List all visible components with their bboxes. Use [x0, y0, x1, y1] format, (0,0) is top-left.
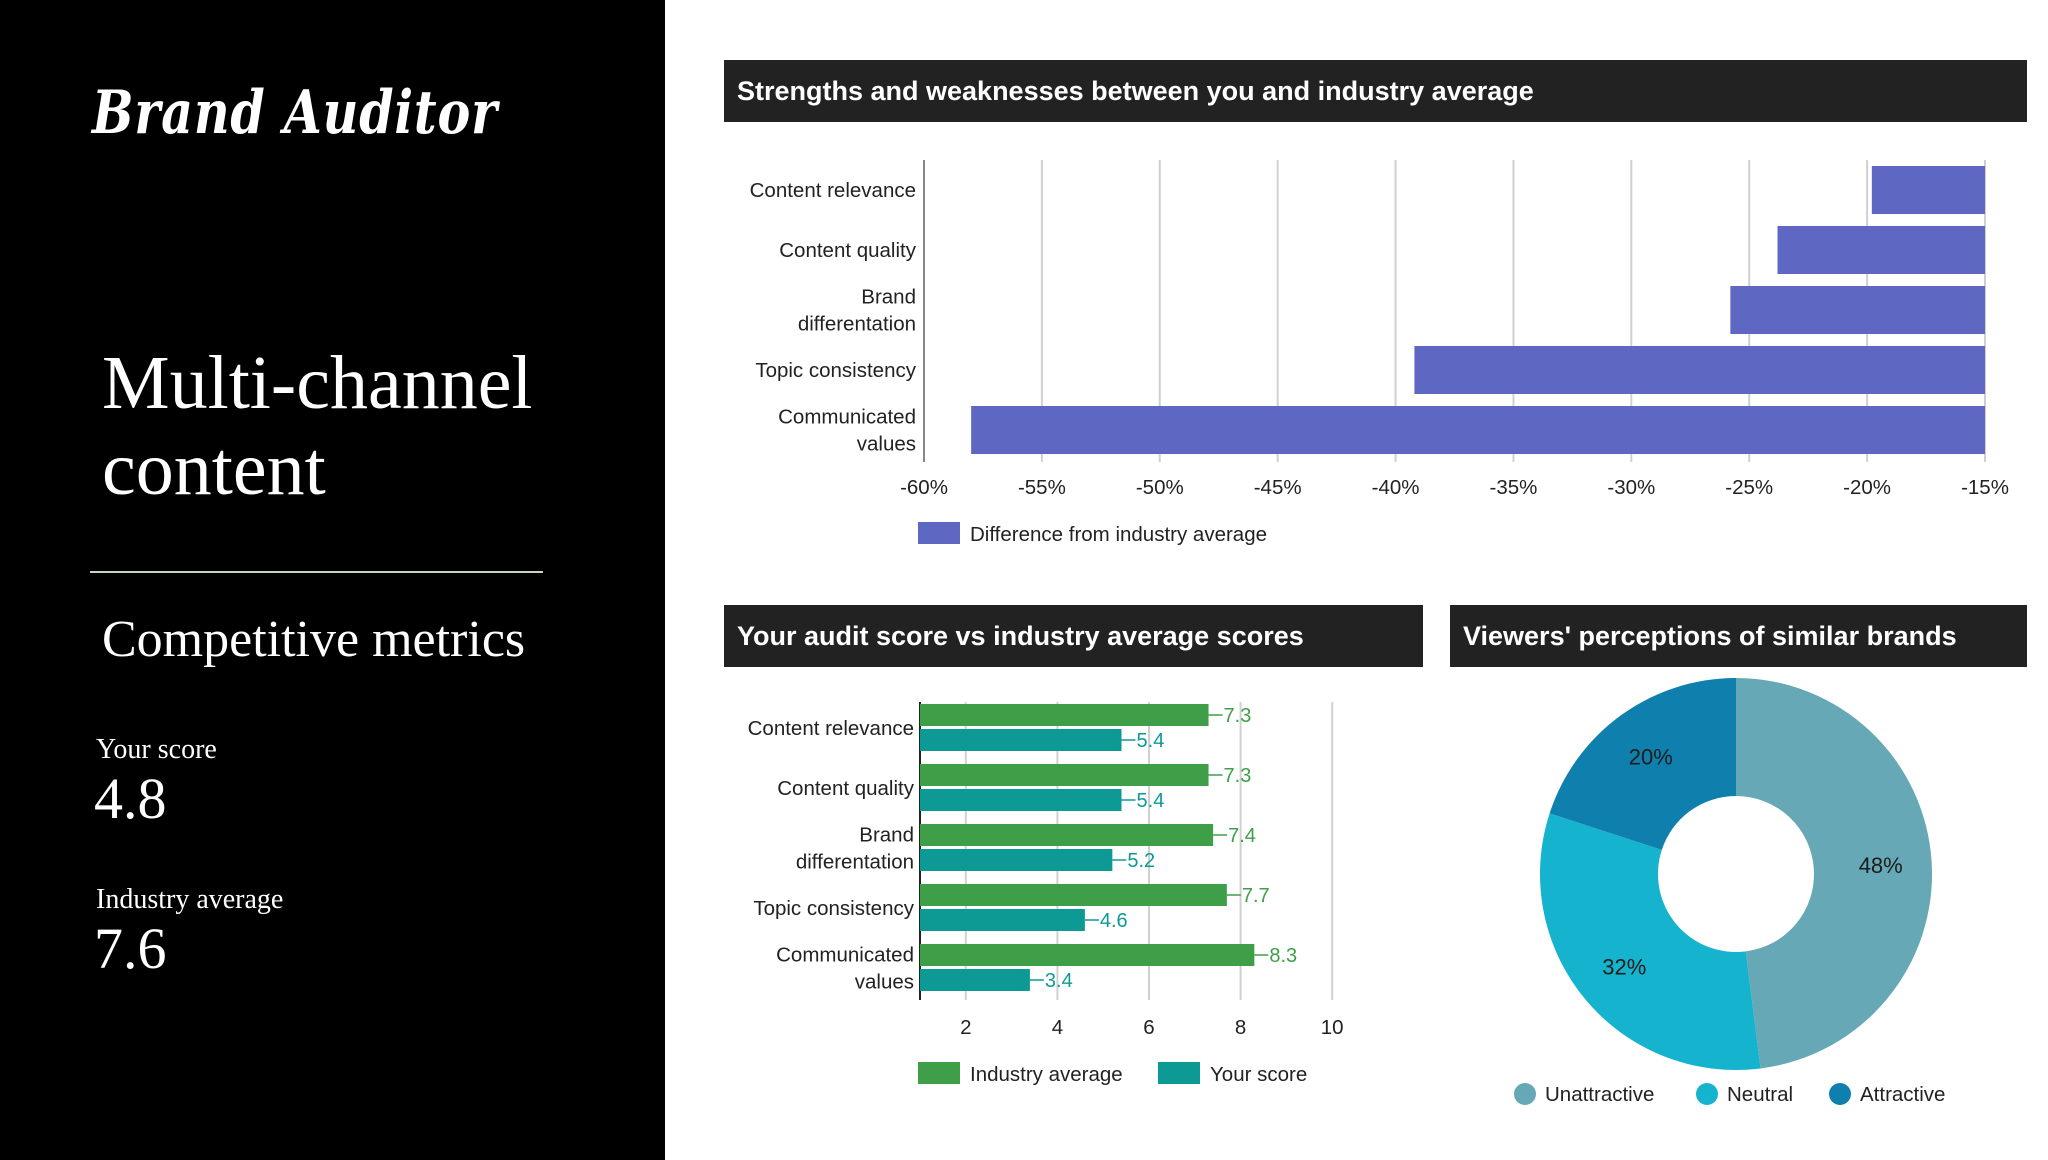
slice-label: 32% — [1602, 954, 1646, 979]
category-label: Content quality — [777, 777, 915, 800]
bar — [920, 969, 1030, 991]
bar — [920, 789, 1122, 811]
sidebar-panel: Brand Auditor Multi-channel content Comp… — [0, 0, 665, 1160]
divider — [90, 571, 543, 573]
legend-swatch — [1158, 1062, 1200, 1084]
bar — [920, 729, 1122, 751]
bar — [971, 406, 1985, 454]
data-label: 5.2 — [1127, 850, 1155, 872]
data-label: 7.4 — [1228, 825, 1256, 847]
x-tick-label: -60% — [900, 476, 948, 499]
your-score-value: 4.8 — [94, 766, 167, 831]
category-label: Content quality — [779, 239, 917, 262]
strengths-panel-title: Strengths and weaknesses between you and… — [724, 60, 2027, 122]
x-tick-label: -30% — [1607, 476, 1655, 499]
data-label: 7.3 — [1224, 705, 1252, 727]
bar — [920, 909, 1085, 931]
pie-slice — [1736, 678, 1932, 1069]
category-label: differentation — [798, 313, 916, 336]
data-label: 5.4 — [1137, 790, 1165, 812]
data-label: 7.7 — [1242, 885, 1270, 907]
page-title: Multi-channel content — [102, 341, 533, 511]
category-label: Brand — [859, 824, 914, 847]
category-label: Communicated — [776, 944, 914, 967]
bar — [920, 849, 1113, 871]
category-label: Brand — [861, 286, 916, 309]
legend-swatch — [1829, 1083, 1851, 1105]
bar — [920, 884, 1227, 906]
category-label: Communicated — [778, 406, 916, 429]
bar — [1777, 226, 1985, 274]
legend-label: Difference from industry average — [970, 523, 1267, 546]
legend-swatch — [918, 522, 960, 544]
x-tick-label: 10 — [1321, 1016, 1344, 1039]
category-label: values — [857, 433, 916, 456]
bar — [920, 824, 1214, 846]
pie-slice — [1549, 678, 1736, 850]
x-tick-label: -45% — [1254, 476, 1302, 499]
category-label: Content relevance — [748, 717, 914, 740]
legend-label: Unattractive — [1545, 1083, 1654, 1106]
data-label: 3.4 — [1045, 970, 1073, 992]
audit-panel-title: Your audit score vs industry average sco… — [724, 605, 1423, 667]
category-label: Content relevance — [750, 179, 916, 202]
x-tick-label: -50% — [1136, 476, 1184, 499]
x-tick-label: -40% — [1372, 476, 1420, 499]
your-score-label: Your score — [96, 734, 217, 765]
x-tick-label: 2 — [960, 1016, 971, 1039]
pie-slice — [1539, 813, 1761, 1070]
x-tick-label: 6 — [1143, 1016, 1154, 1039]
bar — [1871, 166, 1985, 214]
slice-label: 48% — [1859, 853, 1903, 878]
legend-label: Neutral — [1727, 1083, 1793, 1106]
industry-average-value: 7.6 — [94, 916, 167, 981]
bar — [1414, 346, 1985, 394]
x-tick-label: 8 — [1235, 1016, 1246, 1039]
data-label: 7.3 — [1224, 765, 1252, 787]
section-heading: Competitive metrics — [102, 611, 526, 668]
category-label: differentation — [796, 851, 914, 874]
bar — [920, 764, 1209, 786]
brand-logo: Brand Auditor — [92, 78, 498, 148]
legend-swatch — [1514, 1083, 1536, 1105]
data-label: 5.4 — [1137, 730, 1165, 752]
x-tick-label: -35% — [1490, 476, 1538, 499]
perceptions-panel-title: Viewers' perceptions of similar brands — [1450, 605, 2027, 667]
bar — [920, 944, 1255, 966]
x-tick-label: -55% — [1018, 476, 1066, 499]
data-label: 4.6 — [1100, 910, 1128, 932]
slice-label: 20% — [1629, 745, 1673, 770]
legend-swatch — [1696, 1083, 1718, 1105]
bar — [1730, 286, 1985, 334]
x-tick-label: 4 — [1052, 1016, 1063, 1039]
legend-swatch — [918, 1062, 960, 1084]
category-label: Topic consistency — [753, 897, 914, 920]
legend-label: Your score — [1210, 1063, 1307, 1086]
legend-label: Industry average — [970, 1063, 1123, 1086]
category-label: Topic consistency — [755, 359, 916, 382]
x-tick-label: -15% — [1961, 476, 2009, 499]
category-label: values — [855, 971, 914, 994]
x-tick-label: -20% — [1843, 476, 1891, 499]
industry-average-label: Industry average — [96, 884, 284, 915]
x-tick-label: -25% — [1725, 476, 1773, 499]
bar — [920, 704, 1209, 726]
data-label: 8.3 — [1269, 945, 1297, 967]
legend-label: Attractive — [1860, 1083, 1945, 1106]
